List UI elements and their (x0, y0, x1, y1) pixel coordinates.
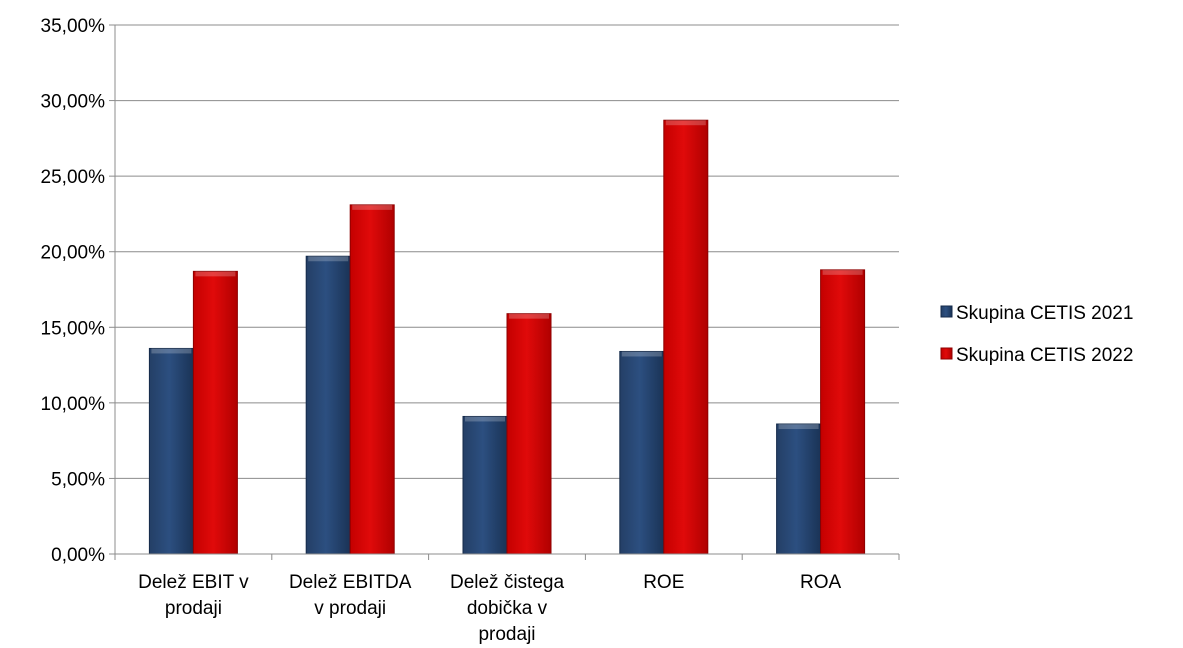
bar-top-highlight (151, 348, 192, 354)
bar-top-highlight (308, 256, 349, 262)
legend-swatch (940, 305, 953, 318)
bar-top-highlight (621, 351, 662, 357)
bar-2021 (776, 423, 822, 555)
legend: Skupina CETIS 2021 Skupina CETIS 2022 (940, 303, 1133, 366)
bar-2022 (663, 119, 709, 555)
x-category-label: prodaji (165, 598, 222, 619)
x-category-label: Delež EBITDA (289, 572, 412, 593)
x-category-label: dobička v (467, 598, 548, 619)
bar-top-highlight (665, 120, 706, 126)
legend-swatch (940, 347, 953, 360)
axes (109, 24, 900, 560)
bar-top-highlight (352, 204, 393, 210)
y-tick-label: 15,00% (41, 318, 106, 339)
y-tick-label: 35,00% (41, 16, 106, 37)
bar-top-highlight (465, 416, 505, 422)
x-category-label: Delež EBIT v (138, 572, 249, 593)
y-tick-label: 30,00% (41, 92, 106, 113)
bar-2022 (192, 270, 238, 555)
x-category-label: Delež čistega (450, 572, 564, 593)
bar-2021 (305, 255, 351, 555)
bars (148, 119, 866, 555)
bar-top-highlight (509, 313, 549, 319)
bar-2022 (820, 269, 866, 555)
bar-2022 (506, 313, 552, 555)
legend-label: Skupina CETIS 2021 (956, 303, 1133, 324)
x-category-label: prodaji (478, 624, 535, 645)
x-axis-category-labels: Delež EBIT v prodaji Delež EBITDA v prodaji… (138, 572, 841, 645)
x-category-label: ROA (800, 572, 842, 593)
bar-top-highlight (778, 424, 819, 430)
bar-top-highlight (195, 271, 236, 277)
y-tick-label: 20,00% (41, 243, 106, 264)
x-category-label: v prodaji (314, 598, 386, 619)
y-axis-tick-labels: 0,00% 5,00% 10,00% 15,00% 20,00% 25,00% 30,00%… (41, 16, 106, 566)
x-category-label: ROE (643, 572, 684, 593)
y-tick-label: 10,00% (41, 394, 106, 415)
y-tick-label: 25,00% (41, 167, 106, 188)
bar-2021 (462, 415, 508, 555)
bar-2021 (148, 347, 194, 555)
y-tick-label: 5,00% (51, 469, 105, 490)
y-tick-label: 0,00% (51, 545, 105, 566)
bar-2022 (349, 204, 395, 555)
bar-top-highlight (822, 269, 863, 275)
legend-label: Skupina CETIS 2022 (956, 345, 1133, 366)
bar-2021 (619, 350, 665, 555)
